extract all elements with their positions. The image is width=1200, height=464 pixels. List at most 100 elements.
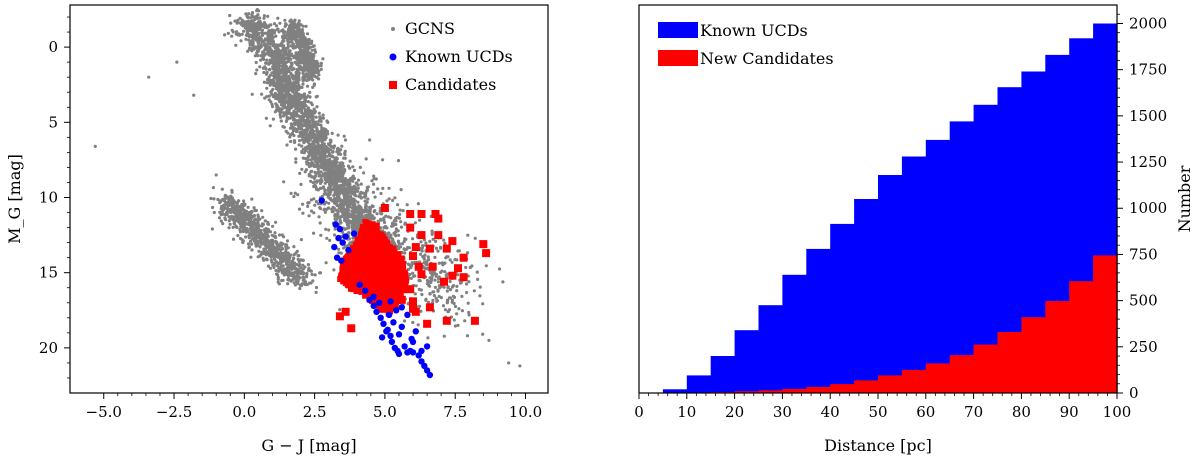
gcns-point xyxy=(256,54,260,58)
gcns-point xyxy=(487,338,491,342)
gcns-point xyxy=(476,277,480,281)
gcns-point xyxy=(467,280,471,284)
gcns-point xyxy=(301,202,305,206)
gcns-point xyxy=(291,28,295,32)
gcns-point xyxy=(93,144,97,148)
gcns-point xyxy=(250,13,254,17)
gcns-point xyxy=(281,28,285,32)
gcns-point xyxy=(320,132,324,136)
gcns-point xyxy=(282,104,286,108)
gcns-point xyxy=(269,243,273,247)
gcns-point xyxy=(300,144,304,148)
gcns-point xyxy=(292,256,296,260)
gcns-point xyxy=(298,130,302,135)
gcns-point xyxy=(478,285,482,289)
gcns-point xyxy=(300,258,304,262)
gcns-point xyxy=(240,238,244,242)
gcns-point xyxy=(297,22,301,26)
gcns-point xyxy=(262,14,266,18)
gcns-point xyxy=(228,13,232,18)
gcns-point xyxy=(287,106,291,111)
gcns-point xyxy=(313,273,317,277)
gcns-point xyxy=(475,270,479,274)
gcns-point xyxy=(268,248,272,252)
gcns-point xyxy=(289,253,293,257)
gcns-point xyxy=(416,323,420,327)
gcns-point xyxy=(313,109,317,114)
gcns-point xyxy=(436,249,440,253)
gcns-point xyxy=(313,48,317,52)
gcns-point xyxy=(331,150,335,154)
gcns-point xyxy=(264,45,268,49)
gcns-point xyxy=(317,215,321,219)
gcns-point xyxy=(263,53,267,57)
gcns-point xyxy=(271,117,275,121)
gcns-point xyxy=(236,18,240,22)
gcns-point xyxy=(281,48,285,52)
gcns-point xyxy=(320,156,324,160)
gcns-point xyxy=(292,245,296,249)
gcns-point xyxy=(281,242,285,246)
gcns-point xyxy=(276,254,280,258)
gcns-point xyxy=(296,104,300,108)
gcns-point xyxy=(317,111,321,115)
gcns-point xyxy=(212,197,216,201)
gcns-point xyxy=(358,192,362,197)
gcns-point xyxy=(254,227,259,231)
gcns-point xyxy=(309,101,313,105)
gcns-point xyxy=(394,234,398,238)
gcns-point xyxy=(398,208,402,212)
gcns-point xyxy=(445,301,449,305)
gcns-point xyxy=(322,130,326,134)
gcns-point xyxy=(217,216,222,220)
gcns-point xyxy=(313,203,317,207)
gcns-point xyxy=(437,294,441,298)
gcns-point xyxy=(261,50,265,54)
gcns-point xyxy=(230,28,234,32)
gcns-point xyxy=(226,31,230,35)
gcns-point xyxy=(242,29,246,33)
gcns-point xyxy=(280,55,284,59)
gcns-point xyxy=(268,35,273,39)
gcns-point xyxy=(431,290,435,294)
gcns-point xyxy=(304,73,308,77)
gcns-point xyxy=(294,147,298,151)
gcns-point xyxy=(431,298,435,302)
gcns-point xyxy=(405,247,409,251)
gcns-point xyxy=(236,233,240,238)
gcns-point xyxy=(249,19,253,23)
gcns-point xyxy=(291,102,295,106)
gcns-point xyxy=(311,114,315,118)
gcns-point xyxy=(250,248,254,252)
gcns-point xyxy=(262,16,266,20)
gcns-point xyxy=(315,140,319,144)
gcns-point xyxy=(238,21,243,25)
gcns-point xyxy=(373,195,377,199)
gcns-point xyxy=(227,202,231,206)
gcns-point xyxy=(327,186,331,190)
gcns-point xyxy=(275,272,279,276)
gcns-point xyxy=(411,320,415,325)
gcns-point xyxy=(455,289,459,293)
gcns-point xyxy=(336,178,340,182)
gcns-point xyxy=(255,9,259,13)
gcns-point xyxy=(253,18,257,22)
gcns-point xyxy=(292,194,296,199)
gcns-point xyxy=(311,120,315,124)
gcns-point xyxy=(314,159,318,164)
gcns-point xyxy=(344,178,348,182)
gcns-point xyxy=(214,173,218,177)
gcns-point xyxy=(318,221,322,225)
gcns-point xyxy=(308,90,312,94)
gcns-point xyxy=(320,149,324,153)
gcns-point xyxy=(235,21,239,25)
gcns-point xyxy=(220,187,224,191)
gcns-point xyxy=(413,221,417,225)
gcns-point xyxy=(435,299,439,303)
gcns-point xyxy=(313,149,317,153)
gcns-point xyxy=(270,56,275,61)
gcns-point xyxy=(325,154,329,158)
gcns-point xyxy=(418,304,422,308)
gcns-point xyxy=(325,180,329,184)
gcns-point xyxy=(247,46,252,50)
